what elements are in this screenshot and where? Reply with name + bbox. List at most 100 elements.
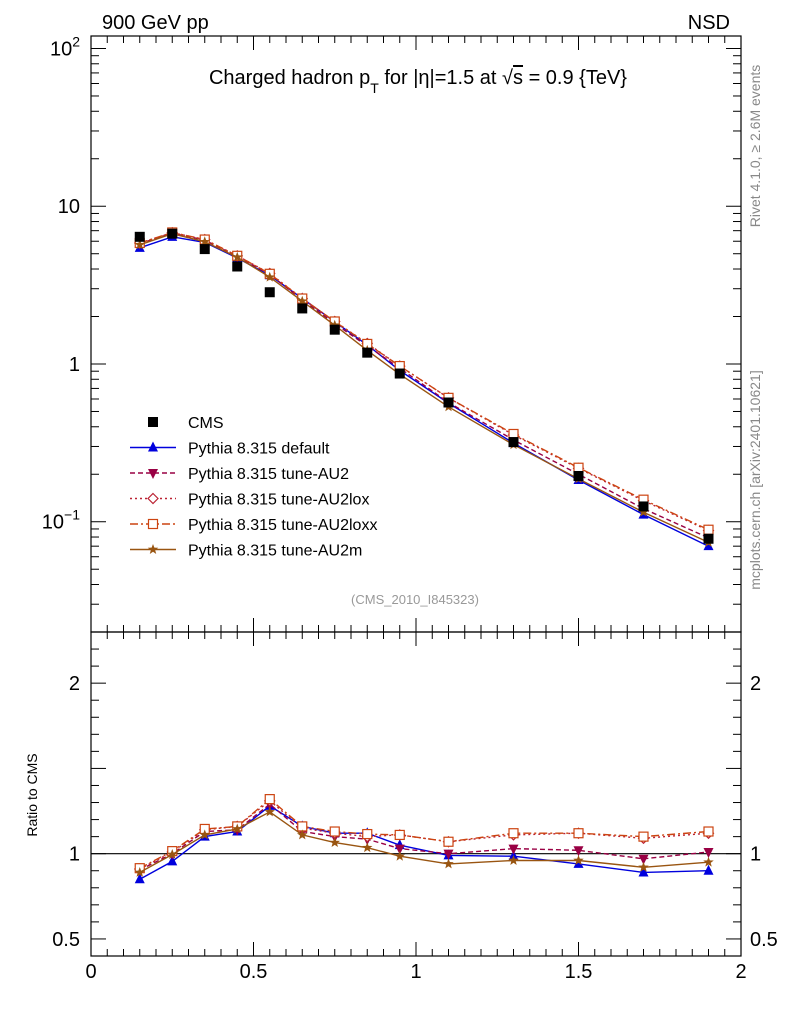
ratio-point-4 — [134, 866, 145, 877]
data-point — [329, 324, 340, 335]
ratio-point-3 — [703, 826, 714, 837]
ratio-y-tick-label-right: 0.5 — [750, 929, 778, 951]
ratio-point-4 — [703, 856, 714, 867]
ratio-point-1 — [703, 847, 714, 858]
ratio-point-4 — [394, 850, 405, 861]
legend-marker-2 — [147, 492, 159, 505]
data-point — [264, 287, 275, 298]
ratio-point-4 — [638, 861, 649, 872]
ratio-point-3 — [362, 828, 373, 840]
ratio-point-4 — [329, 837, 340, 848]
ratio-line-1 — [139, 803, 709, 871]
ratio-panel: 0 0.5 1 1.5 20.5 0.51 12 2 — [52, 631, 778, 983]
x-tick-label: 1.5 — [565, 961, 593, 983]
data-point — [199, 244, 210, 255]
header-collision-label: 900 GeV pp — [102, 12, 209, 34]
legend-label-data: CMS — [188, 415, 224, 432]
ratio-point-3 — [394, 829, 405, 841]
data-point — [232, 261, 243, 272]
data-point — [573, 470, 584, 481]
legend-label-3: Pythia 8.315 tune-AU2loxx — [188, 517, 377, 534]
y-tick-label: 10−1 — [42, 507, 80, 534]
data-point — [167, 228, 178, 239]
data-point — [638, 501, 649, 512]
ratio-y-tick-label-right: 2 — [750, 673, 761, 695]
data-point — [394, 368, 405, 379]
ratio-point-4 — [508, 855, 519, 865]
ratio-line-4 — [139, 811, 709, 874]
ratio-point-1 — [573, 846, 584, 857]
header-process-label: NSD — [688, 12, 730, 34]
x-tick-label: 1 — [410, 961, 421, 983]
ratio-point-3 — [508, 828, 519, 839]
x-tick-label: 0.5 — [240, 961, 268, 983]
ratio-point-0 — [167, 855, 178, 866]
ratio-point-1 — [443, 849, 454, 860]
x-tick-label: 0 — [85, 961, 96, 983]
ratio-point-1 — [394, 844, 405, 855]
legend-marker-1 — [148, 469, 158, 479]
legend-label-1: Pythia 8.315 tune-AU2 — [188, 466, 349, 483]
ratio-point-3 — [264, 794, 275, 805]
ratio-line-3 — [139, 798, 709, 869]
data-point — [362, 347, 373, 358]
y-tick-label: 10 — [58, 196, 80, 218]
ratio-y-tick-label: 0.5 — [52, 929, 80, 951]
series-point-4 — [264, 271, 275, 282]
ratio-point-4 — [362, 842, 373, 853]
series-line-3 — [139, 231, 709, 531]
data-point — [703, 533, 714, 544]
ratio-point-4 — [264, 806, 275, 817]
ratio-point-4 — [297, 829, 308, 840]
data-point — [508, 437, 519, 448]
legend-marker-4 — [147, 544, 159, 554]
ratio-point-1 — [638, 854, 649, 865]
rivet-version-label: Rivet 4.1.0, ≥ 2.6M events — [747, 65, 763, 228]
ratio-y-tick-label: 2 — [69, 673, 80, 695]
data-point — [443, 397, 454, 408]
ratio-point-0 — [134, 873, 145, 884]
legend-label-2: Pythia 8.315 tune-AU2lox — [188, 492, 369, 509]
ratio-point-4 — [443, 858, 454, 869]
ratio-point-3 — [329, 826, 340, 837]
ratio-ylabel: Ratio to CMS — [24, 753, 40, 836]
series-point-3 — [703, 524, 714, 535]
ratio-point-0 — [573, 857, 584, 868]
ratio-point-1 — [508, 844, 519, 855]
legend-marker-3 — [147, 518, 159, 530]
ratio-point-3 — [443, 836, 454, 847]
ratio-point-4 — [199, 829, 210, 840]
series-point-4 — [199, 236, 210, 247]
ratio-point-4 — [232, 823, 243, 834]
legend: CMS Pythia 8.315 default Pythia 8.315 tune… — [130, 415, 377, 560]
ratio-y-tick-label: 1 — [69, 844, 80, 866]
series-point-4 — [638, 506, 649, 517]
series-point-0 — [703, 540, 714, 551]
ratio-point-0 — [703, 864, 714, 875]
main-panel: 102 10 1 10−1 — [42, 33, 742, 956]
legend-marker-0 — [148, 441, 158, 452]
analysis-label: (CMS_2010_I845323) — [351, 592, 479, 607]
series-point-4 — [297, 295, 308, 306]
series-line-1 — [139, 232, 709, 539]
series-point-4 — [134, 239, 145, 250]
y-tick-label: 102 — [50, 33, 80, 60]
ratio-point-4 — [573, 855, 584, 865]
legend-label-0: Pythia 8.315 default — [188, 441, 330, 458]
mcplots-label: mcplots.cern.ch [arXiv:2401.10621] — [747, 370, 763, 589]
chart-title: Charged hadron pT for |η|=1.5 at √s = 0.… — [209, 67, 627, 96]
data-point — [297, 303, 308, 314]
x-tick-label: 2 — [735, 961, 746, 983]
series-point-3 — [573, 462, 584, 473]
ratio-point-4 — [167, 849, 178, 859]
ratio-point-0 — [638, 866, 649, 877]
ratio-frame — [90, 631, 742, 957]
legend-label-4: Pythia 8.315 tune-AU2m — [188, 543, 362, 560]
ratio-point-3 — [638, 831, 649, 842]
ratio-y-tick-label-right: 1 — [750, 844, 761, 866]
legend-marker-data — [148, 417, 158, 427]
data-point — [134, 231, 145, 242]
y-tick-label: 1 — [69, 354, 80, 376]
ratio-point-3 — [573, 828, 584, 839]
